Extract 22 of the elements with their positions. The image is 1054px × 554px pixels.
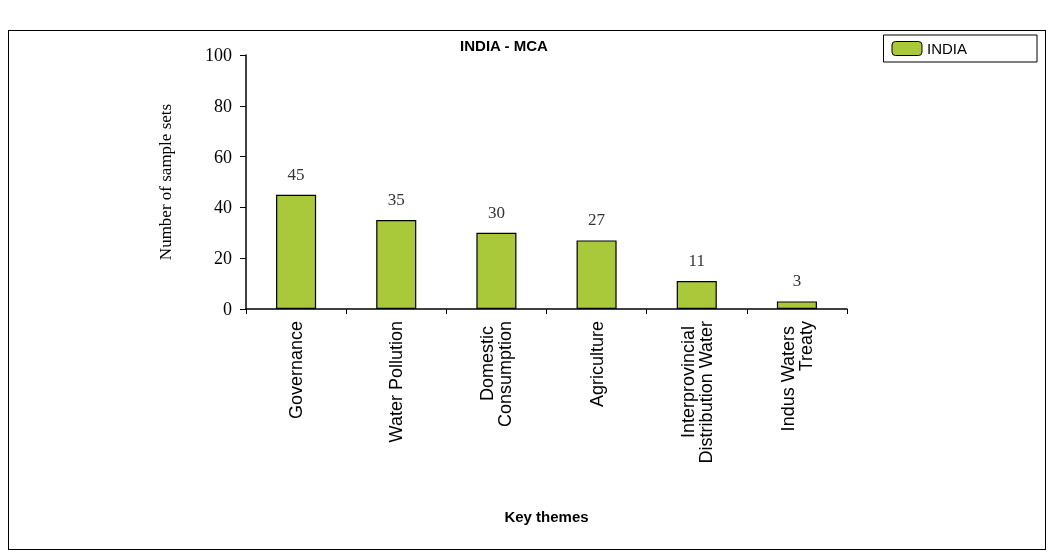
- data-label: 3: [792, 271, 802, 291]
- y-tick-label: 0: [223, 299, 232, 319]
- data-label: 30: [487, 202, 505, 222]
- data-label: 35: [387, 190, 405, 210]
- y-tick-label: 20: [214, 248, 232, 269]
- chart-title: INDIA - MCA: [460, 37, 549, 54]
- x-tick-label: Interprovincial Distribution Water: [677, 321, 716, 464]
- data-label: 27: [588, 210, 606, 230]
- y-tick-label: 80: [214, 95, 232, 116]
- data-label: 11: [688, 251, 705, 271]
- x-tick-label: Water Pollution: [386, 321, 407, 443]
- x-tick-label: Indus Waters Treaty: [777, 321, 816, 432]
- x-tick-label: Governance: [286, 321, 307, 420]
- y-tick-label: 40: [214, 197, 232, 218]
- data-label: 45: [287, 164, 305, 184]
- y-axis-title: Number of sample sets: [156, 103, 175, 261]
- x-tick-label: Domestic Consumption: [477, 321, 516, 428]
- y-tick-label: 100: [205, 45, 232, 65]
- y-tick-label: 60: [214, 146, 232, 167]
- legend-label: INDIA: [927, 40, 968, 57]
- x-tick-label: Agriculture: [586, 321, 607, 408]
- x-axis-title: Key themes: [504, 508, 589, 525]
